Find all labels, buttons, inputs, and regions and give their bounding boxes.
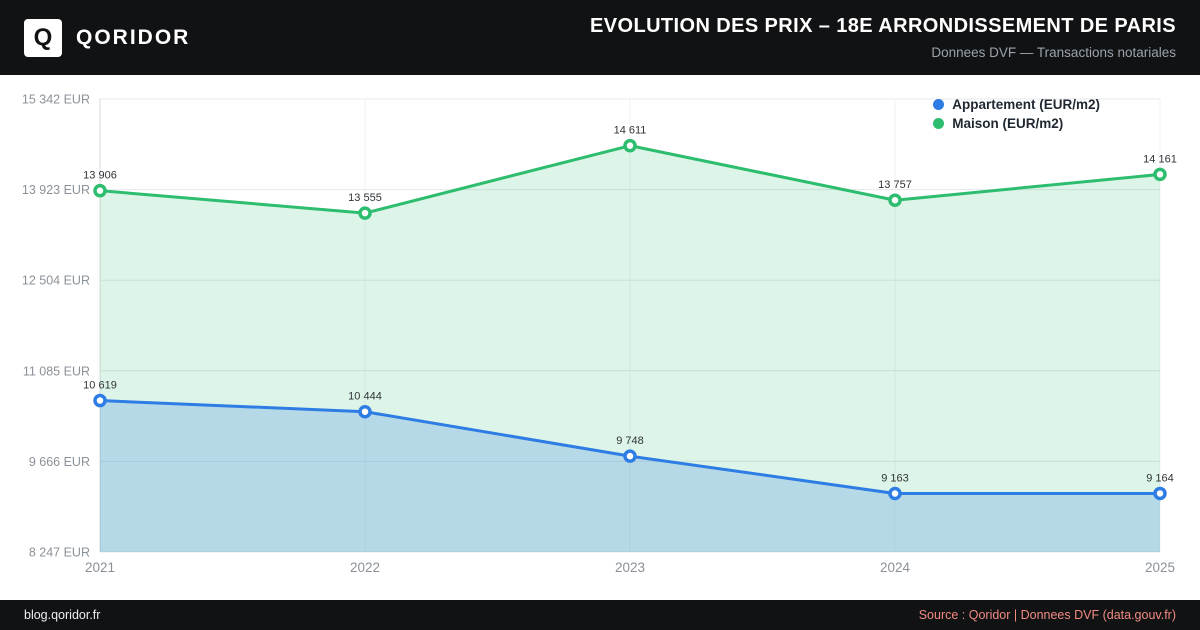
svg-text:11 085 EUR: 11 085 EUR bbox=[23, 364, 90, 378]
svg-text:9 164: 9 164 bbox=[1146, 472, 1174, 484]
page-title: EVOLUTION DES PRIX – 18E ARRONDISSEMENT … bbox=[590, 15, 1176, 37]
svg-text:13 555: 13 555 bbox=[348, 192, 382, 204]
footer: blog.qoridor.fr Source : Qoridor | Donne… bbox=[0, 600, 1200, 630]
svg-text:14 611: 14 611 bbox=[614, 125, 647, 137]
svg-text:15 342 EUR: 15 342 EUR bbox=[22, 93, 90, 107]
header: Q QORIDOR EVOLUTION DES PRIX – 18E ARRON… bbox=[0, 0, 1200, 75]
svg-text:2025: 2025 bbox=[1145, 560, 1175, 575]
svg-text:12 504 EUR: 12 504 EUR bbox=[22, 274, 90, 288]
footer-blog-link[interactable]: blog.qoridor.fr bbox=[24, 608, 101, 622]
svg-text:10 619: 10 619 bbox=[83, 380, 117, 392]
legend: Appartement (EUR/m2) Maison (EUR/m2) bbox=[933, 97, 1100, 135]
legend-label-maison: Maison (EUR/m2) bbox=[952, 116, 1064, 131]
footer-source: Source : Qoridor | Donnees DVF (data.gou… bbox=[918, 608, 1176, 622]
logo-letter: Q bbox=[33, 23, 53, 51]
svg-text:2024: 2024 bbox=[880, 560, 911, 575]
svg-text:2023: 2023 bbox=[615, 560, 645, 575]
svg-text:9 163: 9 163 bbox=[881, 473, 909, 485]
legend-item-appartement: Appartement (EUR/m2) bbox=[933, 97, 1100, 112]
svg-text:10 444: 10 444 bbox=[348, 391, 382, 403]
header-titles: EVOLUTION DES PRIX – 18E ARRONDISSEMENT … bbox=[590, 15, 1176, 60]
brand-name: QORIDOR bbox=[76, 25, 191, 49]
svg-text:8 247 EUR: 8 247 EUR bbox=[29, 546, 90, 560]
svg-text:13 757: 13 757 bbox=[878, 179, 912, 191]
svg-text:2021: 2021 bbox=[85, 560, 115, 575]
legend-item-maison: Maison (EUR/m2) bbox=[933, 116, 1100, 131]
svg-text:14 161: 14 161 bbox=[1143, 153, 1177, 165]
chart-area: 8 247 EUR 9 666 EUR 11 085 EUR 12 504 EUR 13… bbox=[0, 75, 1200, 600]
legend-label-appartement: Appartement (EUR/m2) bbox=[952, 97, 1100, 112]
svg-text:2022: 2022 bbox=[350, 560, 380, 575]
svg-text:13 906: 13 906 bbox=[83, 170, 117, 182]
price-line-chart: 8 247 EUR 9 666 EUR 11 085 EUR 12 504 EUR 13… bbox=[22, 93, 1177, 576]
qoridor-logo: Q bbox=[24, 18, 62, 57]
svg-text:9 666 EUR: 9 666 EUR bbox=[29, 455, 90, 469]
legend-dot-appartement bbox=[933, 99, 945, 110]
page-subtitle: Donnees DVF — Transactions notariales bbox=[931, 45, 1176, 60]
legend-dot-maison bbox=[933, 118, 945, 129]
svg-text:13 923 EUR: 13 923 EUR bbox=[22, 183, 90, 197]
svg-text:9 748: 9 748 bbox=[616, 435, 644, 447]
brand: Q QORIDOR bbox=[24, 18, 191, 57]
